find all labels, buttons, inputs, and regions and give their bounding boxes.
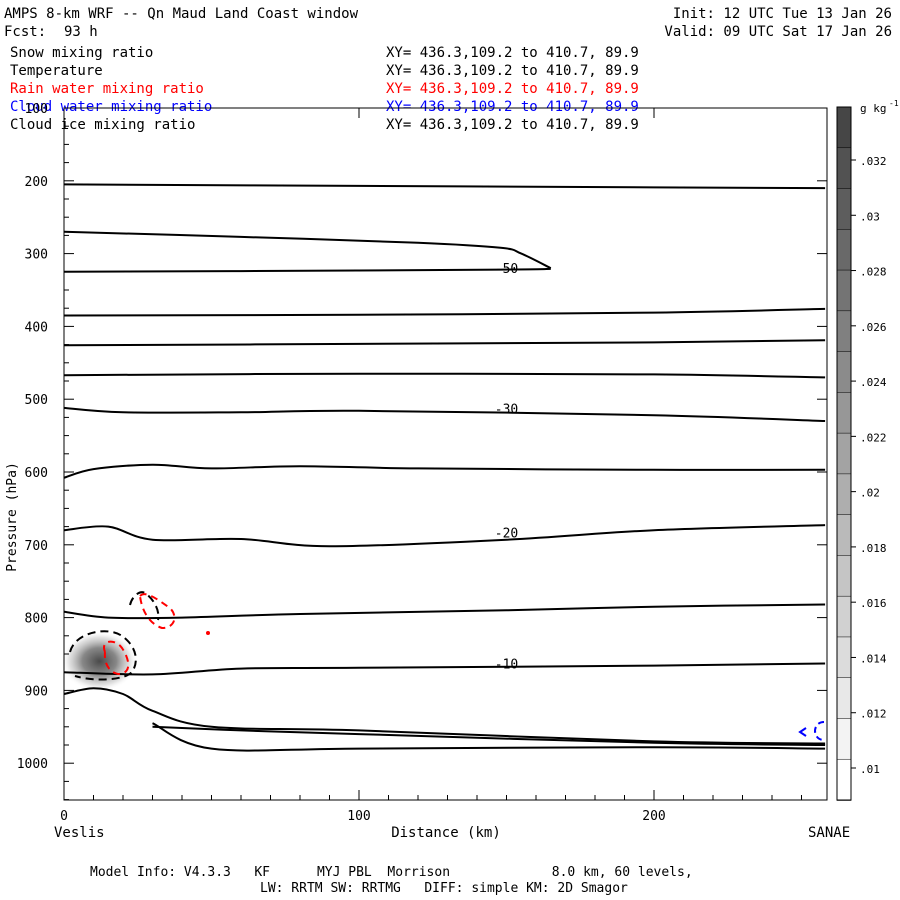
valid-time: Valid: 09 UTC Sat 17 Jan 26 <box>664 24 892 40</box>
y-tick-label: 800 <box>25 612 48 627</box>
isotherm-5 <box>63 372 826 379</box>
contour-label-3: -10 <box>495 657 518 672</box>
colorbar-label: .024 <box>860 376 887 389</box>
field-xy-temperature: XY= 436.3,109.2 to 410.7, 89.9 <box>386 63 639 79</box>
field-name-temperature: Temperature <box>10 63 103 79</box>
colorbar-frame <box>836 106 852 801</box>
x-right-location: SANAE <box>808 825 850 841</box>
isotherm-3 <box>63 307 826 317</box>
isotherm-2 <box>63 267 551 273</box>
model-info-line1: Model Info: V4.3.3 KF MYJ PBL Morrison 8… <box>90 865 693 880</box>
colorbar-bin-1 <box>836 147 852 190</box>
snow-contour-2 <box>129 591 160 621</box>
colorbar-label: .02 <box>860 487 880 500</box>
x-tick-label: 100 <box>347 809 370 824</box>
contour-label-2: -20 <box>495 526 518 541</box>
colorbar-bin-10 <box>836 514 852 557</box>
field-name-snow: Snow mixing ratio <box>10 45 154 61</box>
colorbar-bin-14 <box>836 677 852 720</box>
colorbar-bin-0 <box>836 106 852 149</box>
chart-title: AMPS 8-km WRF -- Qn Maud Land Coast wind… <box>4 6 359 22</box>
isotherm-4 <box>63 339 826 347</box>
y-tick-label: 600 <box>25 466 48 481</box>
colorbar-bin-5 <box>836 310 852 353</box>
y-tick-label: 300 <box>25 248 48 263</box>
field-xy-cloud-water: XY= 436.3,109.2 to 410.7, 89.9 <box>386 99 639 115</box>
y-tick-label: 400 <box>25 320 48 335</box>
isotherm-11 <box>63 687 826 745</box>
isotherm-0 <box>63 183 826 190</box>
isotherm-9 <box>63 603 826 620</box>
plot-frame <box>63 107 828 801</box>
colorbar-bin-3 <box>836 229 852 271</box>
colorbar-bin-8 <box>836 432 852 475</box>
colorbar-bin-4 <box>836 269 852 312</box>
snow-contour-1 <box>69 630 137 681</box>
colorbar-label: .022 <box>860 431 887 444</box>
isotherm-8 <box>63 524 826 548</box>
y-tick-label: 900 <box>25 684 48 699</box>
colorbar-bin-16 <box>836 758 852 801</box>
colorbar-label: .012 <box>860 708 887 721</box>
colorbar-label: .018 <box>860 542 887 555</box>
y-tick-label: 500 <box>25 393 48 408</box>
colorbar-label: .014 <box>860 652 887 665</box>
field-xy-cloud-ice: XY= 436.3,109.2 to 410.7, 89.9 <box>386 117 639 133</box>
forecast-label: Fcst: <box>4 24 47 40</box>
cloud-water-arrow <box>798 727 807 737</box>
y-tick-label: 100 <box>25 102 48 117</box>
colorbar-label: .03 <box>860 210 880 223</box>
colorbar-bin-11 <box>836 555 852 597</box>
field-xy-snow: XY= 436.3,109.2 to 410.7, 89.9 <box>386 45 639 61</box>
field-name-rain: Rain water mixing ratio <box>10 81 204 97</box>
contour-label-0: -50 <box>495 262 518 277</box>
colorbar-units: g kg <box>860 102 887 115</box>
colorbar-label: .016 <box>860 597 887 610</box>
colorbar-label: .032 <box>860 155 887 168</box>
colorbar-bin-15 <box>836 718 852 760</box>
field-name-cloud-ice: Cloud ice mixing ratio <box>10 117 196 133</box>
colorbar-bin-12 <box>836 595 852 638</box>
rain-contour-2 <box>139 593 176 630</box>
y-tick-label: 700 <box>25 539 48 554</box>
y-axis-label: Pressure (hPa) <box>5 462 20 572</box>
rain-contour-1 <box>103 640 130 676</box>
isotherm-13 <box>152 722 826 752</box>
field-xy-rain: XY= 436.3,109.2 to 410.7, 89.9 <box>386 81 639 97</box>
colorbar-label: .028 <box>860 266 887 279</box>
rain-contour-dot <box>206 631 210 635</box>
isotherm-7 <box>63 463 826 479</box>
isotherm-1 <box>63 230 552 270</box>
cloud-water-contour <box>814 721 825 741</box>
x-left-location: Veslis <box>54 825 105 841</box>
colorbar-units-exponent: -1 <box>889 99 899 108</box>
y-tick-label: 1000 <box>17 757 48 772</box>
colorbar-bin-7 <box>836 392 852 434</box>
x-tick-label: 0 <box>60 809 68 824</box>
colorbar-bin-13 <box>836 636 852 679</box>
snow-mixing-shading <box>61 631 138 692</box>
y-tick-label: 200 <box>25 175 48 190</box>
isotherm-12 <box>152 725 826 746</box>
model-info-line2: LW: RRTM SW: RRTMG DIFF: simple KM: 2D S… <box>260 881 628 896</box>
forecast-hours: 93 h <box>64 24 98 40</box>
init-time: Init: 12 UTC Tue 13 Jan 26 <box>672 6 892 22</box>
colorbar-label: .026 <box>860 321 887 334</box>
isotherm-10 <box>63 662 826 676</box>
colorbar-label: .01 <box>860 763 880 776</box>
x-axis-label: Distance (km) <box>391 825 501 841</box>
colorbar-bin-9 <box>836 473 852 516</box>
colorbar-bin-6 <box>836 351 852 394</box>
colorbar-bin-2 <box>836 188 852 231</box>
isotherm-6 <box>63 406 826 422</box>
x-tick-label: 200 <box>642 809 665 824</box>
contour-label-1: -30 <box>495 403 518 418</box>
field-name-cloud-water: Cloud water mixing ratio <box>10 99 213 115</box>
